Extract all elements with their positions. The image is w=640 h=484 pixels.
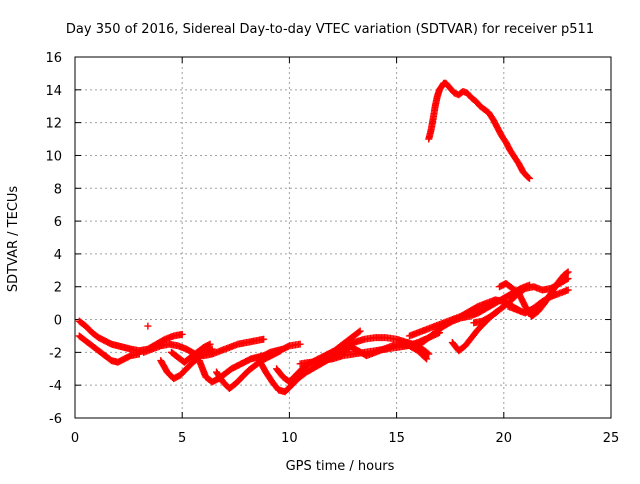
data-point xyxy=(260,335,268,343)
x-axis-label: GPS time / hours xyxy=(286,459,395,474)
y-axis-label: SDTVAR / TECUs xyxy=(6,186,21,293)
data-point xyxy=(564,286,572,294)
data-point xyxy=(178,330,186,338)
y-tick-label: -6 xyxy=(49,412,62,427)
axis-ticks: 0 5 10 15 20 25 -6 -4 -2 0 2 4 6 8 10 12 14 16 xyxy=(45,51,619,446)
x-tick-label: 5 xyxy=(178,431,186,446)
data-point xyxy=(526,174,534,182)
y-tick-label: 10 xyxy=(45,149,62,164)
x-tick-label: 0 xyxy=(71,431,79,446)
y-tick-label: 8 xyxy=(54,182,62,197)
y-tick-label: -4 xyxy=(49,379,62,394)
data-point xyxy=(144,322,152,330)
data-point xyxy=(356,327,364,335)
x-tick-label: 10 xyxy=(281,431,298,446)
y-tick-label: 16 xyxy=(45,51,62,66)
y-tick-label: 2 xyxy=(54,281,62,296)
data-point xyxy=(425,350,433,358)
plot-frame xyxy=(74,56,612,419)
data-point xyxy=(563,269,571,277)
data-point xyxy=(524,174,532,182)
x-tick-label: 25 xyxy=(603,431,620,446)
y-tick-label: 6 xyxy=(54,215,62,230)
y-tick-label: 12 xyxy=(45,117,62,132)
data-point xyxy=(355,328,363,336)
data-point xyxy=(564,275,572,283)
data-points xyxy=(75,79,572,396)
data-point xyxy=(424,349,432,357)
chart-title: Day 350 of 2016, Sidereal Day-to-day VTE… xyxy=(66,22,594,37)
x-tick-label: 20 xyxy=(496,431,513,446)
data-point xyxy=(422,354,430,362)
data-point xyxy=(296,340,304,348)
data-point xyxy=(135,350,143,358)
y-tick-label: 0 xyxy=(54,314,62,329)
grid xyxy=(75,57,611,418)
y-tick-label: 14 xyxy=(45,84,62,99)
data-point xyxy=(208,345,216,353)
data-point xyxy=(564,268,572,276)
data-point xyxy=(277,347,285,355)
y-tick-label: -2 xyxy=(49,346,62,361)
y-tick-label: 4 xyxy=(54,248,62,263)
x-tick-label: 15 xyxy=(388,431,405,446)
data-point xyxy=(206,340,214,348)
data-point xyxy=(423,355,431,363)
